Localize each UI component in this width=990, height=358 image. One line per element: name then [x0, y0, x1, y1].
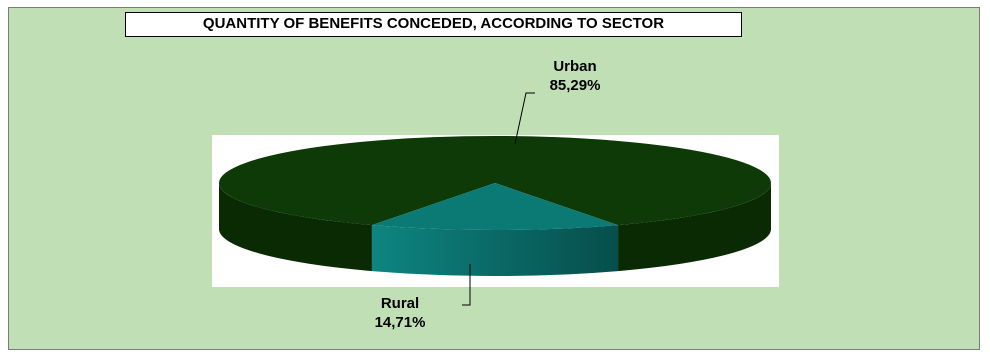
- chart-title: QUANTITY OF BENEFITS CONCEDED, ACCORDING…: [125, 12, 742, 37]
- pie-slice-urban-side-right: [618, 183, 771, 272]
- pie-slice-urban-side-left: [219, 183, 372, 272]
- data-label-rural: Rural 14,71%: [355, 294, 445, 332]
- pie-slice-rural: [371, 183, 619, 231]
- data-label-urban: Urban 85,29%: [535, 57, 615, 95]
- leader-line-urban: [514, 92, 535, 145]
- slice-name-rural: Rural: [380, 295, 420, 312]
- pie-slice-rural-side: [371, 225, 619, 277]
- slice-value-urban: 85,29%: [549, 77, 601, 94]
- leader-line-rural: [462, 264, 471, 306]
- slice-value-rural: 14,71%: [374, 314, 426, 331]
- slice-name-urban: Urban: [553, 58, 597, 75]
- pie-slice-urban: [218, 136, 771, 226]
